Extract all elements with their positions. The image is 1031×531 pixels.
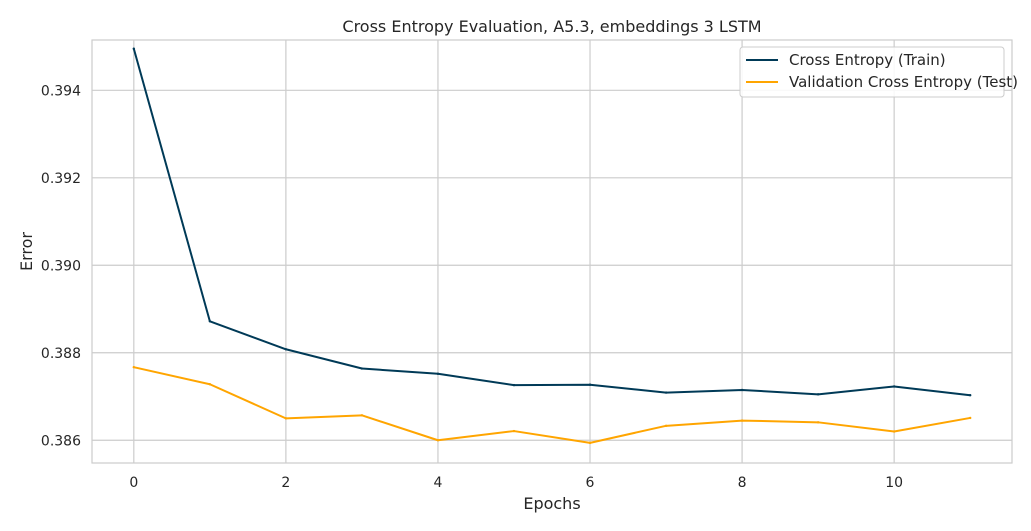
x-tick-label: 6 xyxy=(586,475,595,491)
y-tick-label: 0.390 xyxy=(41,258,81,274)
data-point xyxy=(740,388,744,392)
data-point xyxy=(284,417,288,420)
y-tick-label: 0.386 xyxy=(41,433,81,449)
data-point xyxy=(892,430,896,433)
data-point xyxy=(740,419,744,422)
x-tick-label: 8 xyxy=(738,475,747,491)
data-point xyxy=(588,383,592,386)
plot-area-frame xyxy=(91,39,1013,464)
legend-label: Validation Cross Entropy (Test) xyxy=(789,73,1018,91)
x-tick-label: 4 xyxy=(433,475,442,491)
data-point xyxy=(588,441,592,445)
tick-labels: 0 2 4 6 8 10 0.386 0.388 0.390 0.392 0.394 xyxy=(41,83,903,491)
series-line-1 xyxy=(132,366,972,444)
data-point xyxy=(664,424,668,428)
data-point xyxy=(208,383,212,386)
data-point xyxy=(512,383,516,387)
data-point xyxy=(436,439,440,442)
data-point xyxy=(968,416,972,420)
data-point xyxy=(892,385,896,388)
grid-lines xyxy=(92,40,1012,463)
legend-box xyxy=(739,46,1005,98)
data-point xyxy=(664,391,668,394)
y-tick-label: 0.388 xyxy=(41,346,81,362)
y-tick-label: 0.394 xyxy=(41,83,81,99)
x-axis-title: Epochs xyxy=(523,494,580,513)
x-tick-label: 0 xyxy=(129,475,138,491)
data-point xyxy=(436,372,440,375)
data-point xyxy=(132,47,136,50)
data-point xyxy=(208,320,212,323)
legend: Cross Entropy (Train) Validation Cross En… xyxy=(739,46,1018,98)
series-lines xyxy=(132,47,972,445)
data-point xyxy=(132,366,136,369)
y-axis-title: Error xyxy=(17,232,36,271)
data-point xyxy=(284,348,288,351)
data-point xyxy=(968,393,972,397)
x-tick-label: 2 xyxy=(281,475,290,491)
data-point xyxy=(816,393,820,396)
series-line-0 xyxy=(132,47,972,397)
y-tick-label: 0.392 xyxy=(41,171,81,187)
data-point xyxy=(816,421,820,424)
data-point xyxy=(360,414,364,417)
legend-label: Cross Entropy (Train) xyxy=(789,51,946,69)
x-tick-label: 10 xyxy=(885,475,903,491)
data-point xyxy=(512,429,516,433)
chart-title: Cross Entropy Evaluation, A5.3, embeddin… xyxy=(342,17,761,36)
data-point xyxy=(360,367,364,370)
